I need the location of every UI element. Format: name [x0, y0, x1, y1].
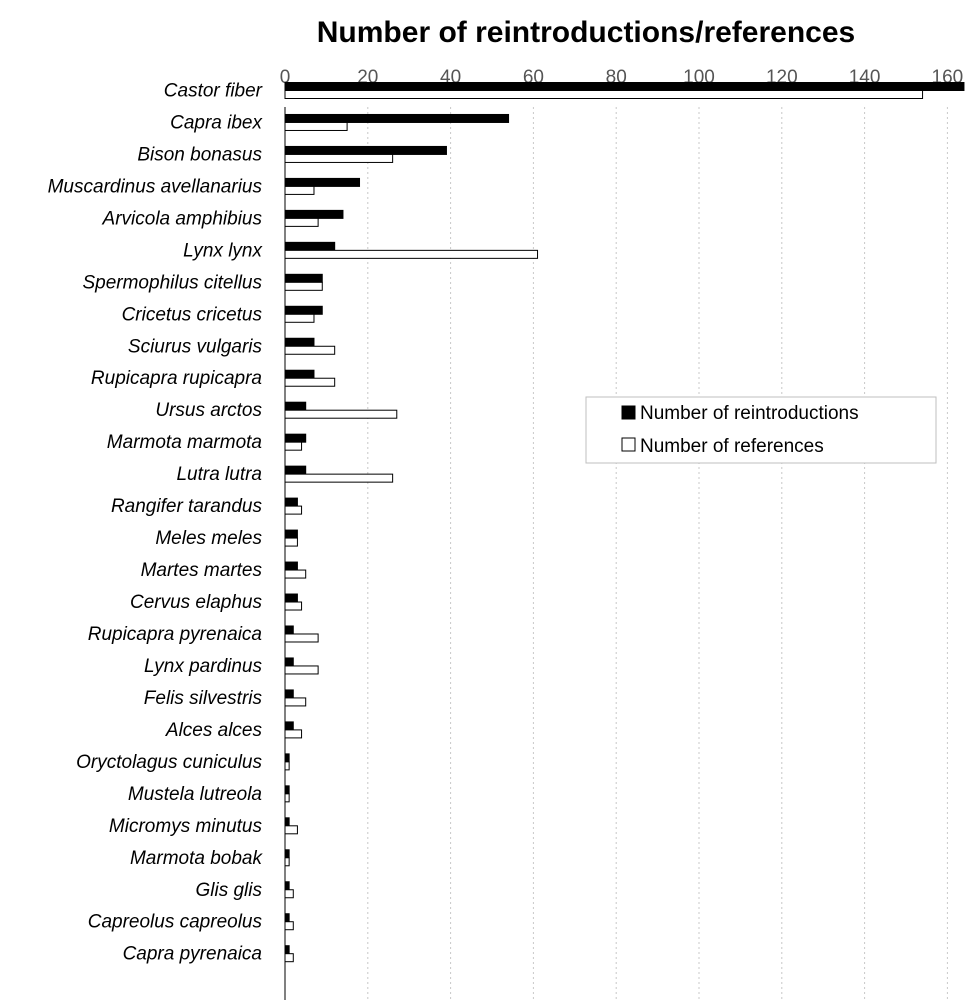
bar-references [284, 697, 307, 707]
category-label: Capra ibex [170, 112, 263, 133]
legend-swatch-references [621, 437, 636, 452]
bar-reintroductions [284, 145, 447, 155]
bar-references [284, 185, 315, 195]
bar-references [284, 857, 290, 867]
bar-reintroductions [284, 753, 290, 763]
category-label: Mustela lutreola [128, 784, 262, 805]
bar-references [284, 90, 924, 99]
legend: Number of reintroductions Number of refe… [585, 396, 937, 464]
bar-references [284, 825, 298, 835]
bar-reintroductions [284, 369, 315, 379]
bar-reintroductions [284, 817, 290, 827]
category-label: Meles meles [155, 528, 262, 549]
bar-reintroductions [284, 401, 307, 411]
bar-reintroductions [284, 721, 294, 731]
bar-references [284, 377, 336, 387]
category-label: Alces alces [165, 720, 263, 741]
bar-reintroductions [284, 113, 510, 123]
legend-box [585, 396, 937, 464]
bar-reintroductions [284, 305, 323, 315]
bar-references [284, 153, 394, 163]
x-tick-label: 0 [280, 67, 291, 88]
bar-reintroductions [284, 945, 290, 955]
category-label: Rupicapra rupicapra [91, 368, 262, 389]
bar-reintroductions [284, 465, 307, 475]
bar-reintroductions [284, 625, 294, 635]
category-label: Capreolus capreolus [88, 912, 263, 933]
bar-reintroductions [284, 273, 323, 283]
bar-references [284, 569, 307, 579]
bar-references [284, 249, 539, 259]
bar-references [284, 601, 303, 611]
bar-reintroductions [284, 82, 965, 91]
bar-reintroductions [284, 209, 344, 219]
bar-reintroductions [284, 593, 298, 603]
grid [367, 107, 948, 1000]
category-label: Lynx lynx [183, 240, 263, 261]
bar-references [284, 665, 319, 675]
bar-references [284, 441, 303, 451]
bar-reintroductions [284, 881, 290, 891]
category-label: Felis silvestris [144, 688, 263, 709]
bar-reintroductions [284, 337, 315, 347]
category-label: Arvicola amphibius [102, 208, 263, 229]
bar-reintroductions [284, 913, 290, 923]
bar-references [284, 921, 294, 931]
bar-references [284, 409, 398, 419]
legend-swatch-reintroductions [621, 405, 636, 420]
category-label: Lutra lutra [176, 464, 262, 485]
category-label: Capra pyrenaica [123, 944, 262, 965]
bar-references [284, 889, 294, 899]
bar-references [284, 761, 290, 771]
chart-title: Number of reintroductions/references [317, 16, 855, 49]
category-label: Rangifer tarandus [111, 496, 263, 517]
category-label: Lynx pardinus [144, 656, 262, 677]
bar-reintroductions [284, 177, 361, 187]
bar-references [284, 473, 394, 483]
category-label: Oryctolagus cuniculus [76, 752, 262, 773]
bar-references [284, 729, 303, 739]
bar-references [284, 633, 319, 643]
bar-references [284, 313, 315, 323]
bar-reintroductions [284, 561, 298, 571]
bar-references [284, 217, 319, 227]
bar-reintroductions [284, 529, 298, 539]
category-label: Martes martes [141, 560, 263, 581]
category-label: Micromys minutus [109, 816, 263, 837]
bar-references [284, 953, 294, 963]
bar-reintroductions [284, 849, 290, 859]
category-label: Spermophilus citellus [82, 272, 262, 293]
category-label: Cervus elaphus [130, 592, 263, 613]
bar-references [284, 793, 290, 803]
bar-references [284, 281, 323, 291]
bar-references [284, 121, 348, 131]
bar-references [284, 505, 303, 515]
category-label: Glis glis [195, 880, 262, 901]
legend-label-references: Number of references [640, 436, 824, 457]
legend-label-reintroductions: Number of reintroductions [640, 403, 859, 424]
bar-references [284, 537, 298, 547]
category-label: Marmota marmota [107, 432, 262, 453]
bar-reintroductions [284, 785, 290, 795]
bar-references [284, 345, 336, 355]
bar-reintroductions [284, 689, 294, 699]
category-label: Sciurus vulgaris [128, 336, 263, 357]
category-label: Rupicapra pyrenaica [88, 624, 262, 645]
category-label: Cricetus cricetus [122, 304, 263, 325]
category-label: Muscardinus avellanarius [48, 176, 263, 197]
bars [284, 82, 965, 963]
bar-reintroductions [284, 657, 294, 667]
category-label: Ursus arctos [155, 400, 262, 421]
bar-reintroductions [284, 433, 307, 443]
category-label: Marmota bobak [130, 848, 264, 869]
category-label: Castor fiber [164, 81, 263, 102]
bar-reintroductions [284, 497, 298, 507]
category-labels: Castor fiber Capra ibex Bison bonasus Musca… [48, 81, 264, 965]
bar-reintroductions [284, 241, 336, 251]
category-label: Bison bonasus [137, 144, 262, 165]
